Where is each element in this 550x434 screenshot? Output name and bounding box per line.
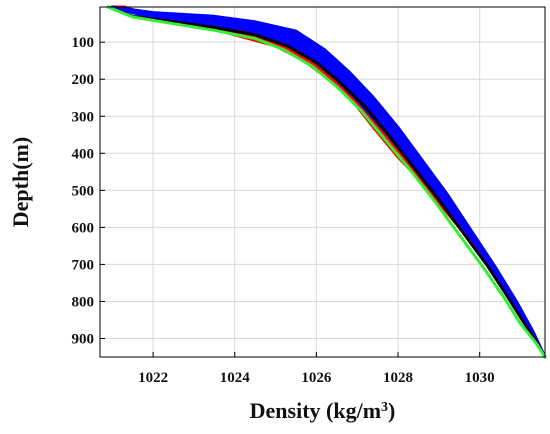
y-tick-label: 800 — [72, 294, 95, 310]
series-lines — [106, 5, 547, 359]
x-ticks: 1022 1024 1026 1028 1030 — [138, 352, 495, 386]
x-axis-label: Density (kg/m3) — [250, 398, 396, 423]
grid-lines — [100, 7, 545, 357]
x-tick-label: 1028 — [383, 370, 413, 386]
y-tick-label: 400 — [72, 146, 95, 162]
y-ticks: 100 200 300 400 500 600 700 800 900 — [72, 35, 105, 347]
y-tick-label: 900 — [72, 331, 95, 347]
y-axis-label: Depth(m) — [8, 137, 33, 227]
y-tick-label: 200 — [72, 72, 95, 88]
y-tick-label: 700 — [72, 257, 95, 273]
y-tick-label: 100 — [72, 35, 95, 51]
y-tick-label: 500 — [72, 183, 95, 199]
x-axis-label-superscript: 3 — [381, 400, 388, 415]
x-tick-label: 1026 — [301, 370, 332, 386]
x-axis-label-close: ) — [388, 398, 395, 423]
x-tick-label: 1024 — [220, 370, 251, 386]
y-tick-label: 300 — [72, 109, 95, 125]
plot-frame — [99, 6, 546, 358]
y-tick-label: 600 — [72, 220, 95, 236]
x-tick-label: 1022 — [138, 370, 168, 386]
x-axis-label-main: Density (kg/m — [250, 398, 381, 423]
series-line-green — [106, 5, 547, 359]
series-line-black — [106, 5, 547, 359]
x-tick-label: 1030 — [465, 370, 495, 386]
